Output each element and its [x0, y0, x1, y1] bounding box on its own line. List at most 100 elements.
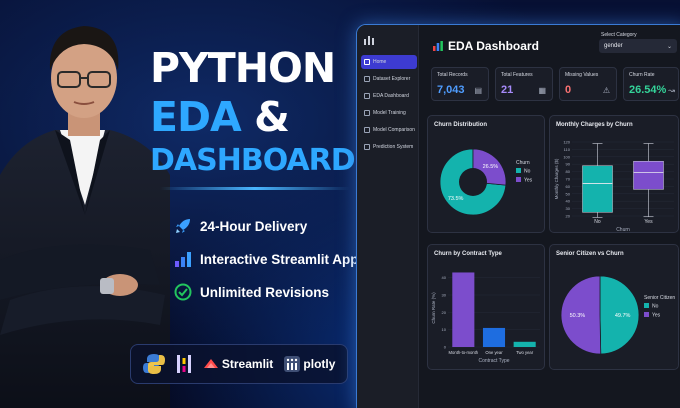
category-select[interactable]: gender ⌄ — [599, 39, 677, 53]
tech-logos: Streamlit plotly — [130, 344, 348, 384]
y-tick-label: 30 — [566, 206, 571, 211]
chart-title: Monthly Charges by Churn — [556, 122, 633, 128]
warning-icon: ⚠ — [602, 86, 610, 95]
bar-0 — [452, 272, 475, 347]
legend-title: Senior Citizen — [644, 295, 675, 301]
y-tick-label: 30 — [442, 293, 447, 298]
category-label: Select Category — [601, 32, 637, 38]
app-icon — [364, 36, 374, 45]
y-tick-label: 20 — [566, 214, 571, 219]
kpi-value: 21 — [501, 84, 514, 96]
legend-entry: No — [524, 169, 531, 175]
legend-entry: No — [652, 304, 659, 310]
check-circle-icon — [172, 281, 194, 303]
card-churn-distribution: Churn Distribution 73.5% 26.5% Churn No Yes — [427, 115, 545, 233]
nav-model-comparison[interactable]: Model Comparison — [361, 123, 417, 137]
kpi-total-features: Total Features 21 ▦ — [495, 67, 553, 101]
legend-title: Churn — [516, 160, 530, 166]
x-tick-label: No — [594, 219, 601, 225]
chart-icon — [364, 93, 370, 99]
kpi-value: 7,043 — [437, 84, 465, 96]
compare-icon — [364, 127, 370, 133]
feature-streamlit: Interactive Streamlit Apps — [172, 247, 366, 271]
nav-eda-dashboard[interactable]: EDA Dashboard — [361, 89, 417, 103]
y-axis-label: Monthly Charges ($) — [554, 158, 559, 199]
page-title: EDA Dashboard — [433, 39, 539, 53]
python-logo — [142, 353, 165, 375]
kpi-label: Total Records — [437, 72, 468, 78]
slice-label: 50.3% — [570, 313, 586, 319]
legend-entry: Yes — [652, 313, 661, 319]
kpi-label: Total Features — [501, 72, 533, 78]
legend-swatch — [516, 177, 521, 182]
legend-swatch — [516, 168, 521, 173]
x-tick-label: Month-to-month — [449, 350, 479, 355]
x-tick-label: One year — [485, 350, 503, 355]
category-value: gender — [604, 43, 623, 49]
nav-model-training[interactable]: Model Training — [361, 106, 417, 120]
home-icon — [364, 59, 370, 65]
senior-citizen-chart: 49.7% 50.3% Senior Citizen No Yes — [560, 275, 675, 355]
bar-chart-icon — [172, 248, 194, 270]
nav-home[interactable]: Home — [361, 55, 417, 69]
legend-swatch — [644, 303, 649, 308]
slice-label: 73.5% — [448, 196, 464, 202]
feature-label: Interactive Streamlit Apps — [200, 251, 367, 267]
y-tick-label: 40 — [566, 199, 571, 204]
bar-2 — [513, 341, 536, 347]
chart-title: Senior Citizen vs Churn — [556, 251, 624, 257]
kpi-label: Churn Rate — [629, 72, 655, 78]
headline: PYTHON EDA & DASHBOARDS — [150, 44, 376, 176]
headline-python: PYTHON — [150, 44, 336, 92]
table-icon — [364, 76, 370, 82]
legend-entry: Yes — [524, 178, 533, 184]
x-axis-label: Contract Type — [478, 358, 509, 364]
y-tick-label: 110 — [564, 147, 571, 152]
box-no — [582, 165, 613, 213]
pie-slice-no — [599, 275, 640, 355]
y-axis-label: Churn Rate (%) — [431, 292, 436, 324]
kpi-value: 0 — [565, 84, 572, 96]
nav-prediction-system[interactable]: Prediction System — [361, 140, 417, 154]
y-tick-label: 0 — [444, 345, 447, 350]
y-tick-label: 10 — [442, 327, 447, 332]
donut-hole — [459, 168, 487, 196]
feature-delivery: 24-Hour Delivery — [172, 214, 307, 238]
pandas-logo — [176, 353, 192, 375]
headline-eda: EDA & — [150, 97, 350, 138]
headline-eda-word: EDA — [150, 93, 242, 141]
plotly-text: plotly — [303, 357, 336, 371]
y-tick-label: 100 — [563, 154, 570, 159]
dashboard-icon — [433, 41, 443, 51]
dashboard-main: EDA Dashboard Select Category gender ⌄ T… — [421, 25, 680, 408]
gear-icon — [364, 110, 370, 116]
dashboard-window: Home Dataset Explorer EDA Dashboard Mode… — [356, 24, 680, 408]
y-tick-label: 60 — [566, 184, 571, 189]
contract-type-chart: 0 10 20 30 40 Churn Rate (%) Month-to-month One… — [431, 272, 540, 364]
kpi-label: Missing Values — [565, 72, 599, 78]
churn-distribution-chart: 73.5% 26.5% Churn No Yes — [439, 148, 533, 216]
headline-ampersand: & — [254, 93, 290, 141]
card-senior-citizen: Senior Citizen vs Churn 49.7% 50.3% Senior… — [549, 244, 679, 370]
y-tick-label: 90 — [566, 162, 571, 167]
nav-dataset-explorer[interactable]: Dataset Explorer — [361, 72, 417, 86]
kpi-total-records: Total Records 7,043 ▤ — [431, 67, 489, 101]
kpi-missing-values: Missing Values 0 ⚠ — [559, 67, 617, 101]
chart-title: Churn Distribution — [434, 122, 487, 128]
feature-label: 24-Hour Delivery — [200, 218, 308, 234]
database-icon: ▤ — [474, 86, 482, 95]
x-axis-label: Churn — [616, 227, 630, 233]
y-tick-label: 80 — [566, 169, 571, 174]
presenter-photo — [0, 26, 170, 408]
target-icon — [364, 144, 370, 150]
card-monthly-charges: Monthly Charges by Churn 20 30 40 50 60 70 80 9… — [549, 115, 679, 233]
y-tick-label: 20 — [442, 310, 447, 315]
feature-revisions: Unlimited Revisions — [172, 280, 329, 304]
streamlit-text: Streamlit — [221, 357, 274, 371]
grid-icon: ▦ — [538, 86, 546, 95]
plotly-logo: plotly — [284, 356, 335, 372]
x-tick-label: Yes — [644, 219, 653, 225]
y-tick-label: 70 — [566, 177, 571, 182]
kpi-value: 26.54% — [629, 84, 667, 96]
card-contract-type: Churn by Contract Type 0 10 20 30 40 Churn Ra… — [427, 244, 545, 370]
